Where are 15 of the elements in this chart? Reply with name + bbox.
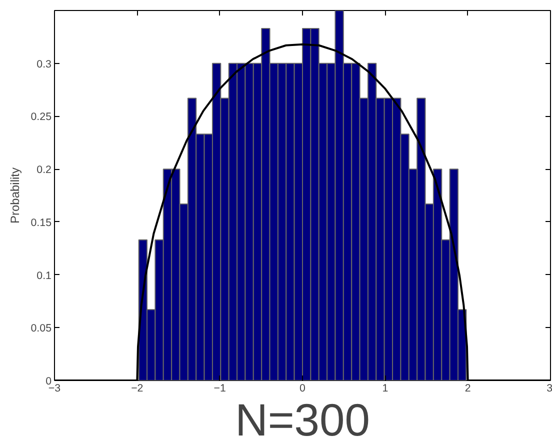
x-tick-label: 0 [300,382,306,394]
x-tick-label: −2 [131,382,144,394]
x-tick-label: −3 [48,382,61,394]
x-tick-label: −1 [214,382,226,394]
y-tick-label: 0.1 [36,270,52,282]
y-tick-label: 0.05 [30,322,52,335]
y-tick-label: 0.3 [36,58,52,70]
y-tick-label: 0.15 [30,216,52,229]
x-tick-label: 1 [382,382,388,394]
y-tick-label: 0.25 [30,111,52,124]
y-axis-title: Probability [8,167,22,224]
y-tick-label: 0.2 [36,164,52,176]
x-tick-label: 3 [546,382,552,394]
x-tick-label: 2 [464,382,471,394]
x-axis-title: N=300 [235,394,370,446]
